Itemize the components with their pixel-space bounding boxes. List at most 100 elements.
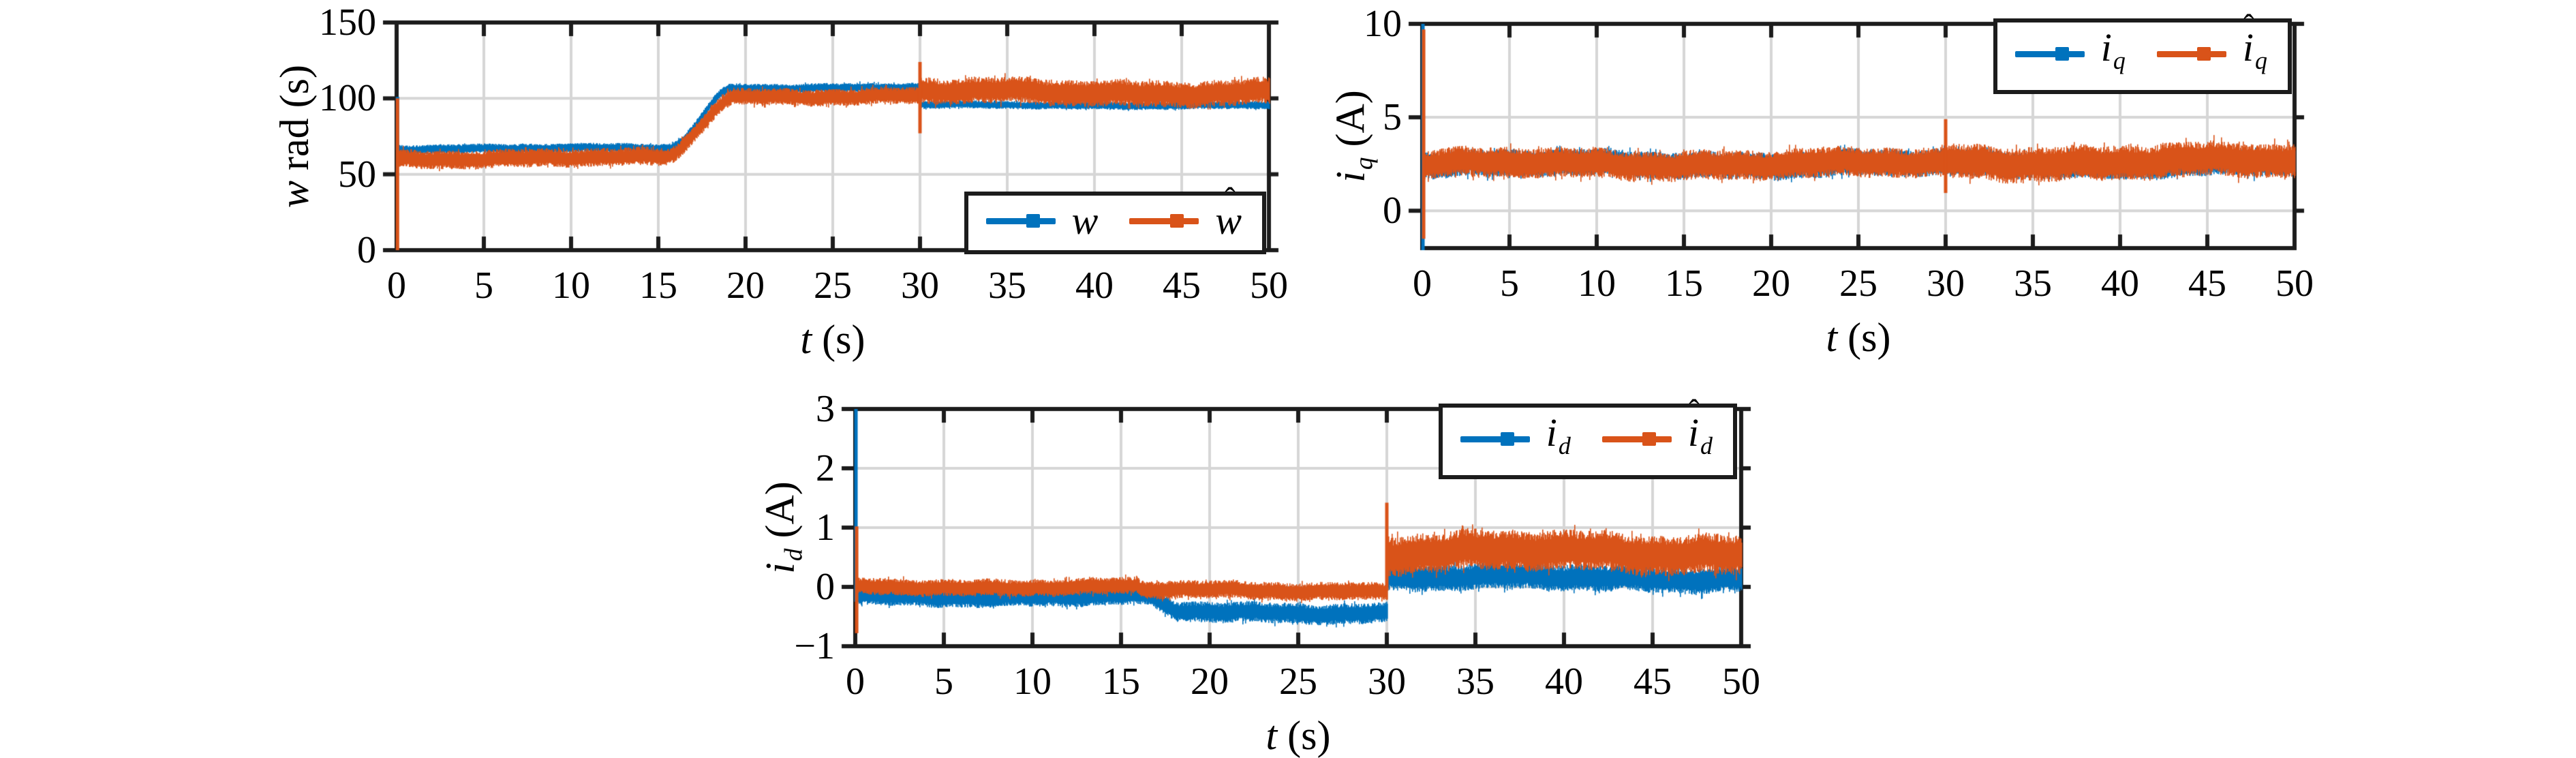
x-tick-label: 20	[726, 264, 765, 307]
x-tick-label: 50	[1722, 661, 1760, 703]
legend-label: ˆ id	[1687, 395, 1713, 467]
x-tick-label: 35	[988, 264, 1026, 307]
y-tick-label: 2	[816, 447, 835, 489]
legend-line-sample	[985, 214, 1056, 228]
legend-line-sample	[2014, 47, 2085, 61]
x-tick-label: 15	[639, 264, 677, 307]
x-tick-label: 45	[2188, 262, 2226, 305]
legend-marker	[2197, 47, 2211, 61]
legend-line-sample	[1129, 214, 1199, 228]
x-tick-label: 40	[2101, 262, 2139, 305]
label-text: i	[2242, 25, 2254, 70]
legend-marker	[1169, 214, 1184, 228]
y-tick-label: 150	[319, 1, 376, 44]
x-tick-label: 15	[1102, 661, 1140, 703]
x-tick-label: 35	[2014, 262, 2052, 305]
legend-box: iq ˆ iq	[1993, 10, 2292, 94]
legend-entry-id-1: ˆ id	[1601, 395, 1713, 467]
legend-marker	[1026, 214, 1040, 228]
y-tick-label: −1	[794, 625, 835, 667]
legend-entry-iq-0: iq	[2014, 27, 2126, 82]
x-tick-label: 45	[1163, 264, 1201, 307]
x-tick-label: 30	[1368, 661, 1406, 703]
x-tick-label: 0	[1413, 262, 1432, 305]
label-text: i	[1687, 410, 1700, 455]
legend-box: id ˆ id	[1438, 395, 1737, 479]
x-tick-label: 20	[1191, 661, 1229, 703]
x-tick-label: 40	[1545, 661, 1583, 703]
x-axis-label: t (s)	[696, 318, 969, 361]
y-tick-label: 0	[1383, 190, 1402, 232]
legend-line-sample	[1601, 432, 1672, 446]
label-text: (s)	[1837, 315, 1891, 360]
x-axis-label: t (s)	[1162, 714, 1435, 757]
legend-entry-id-0: id	[1460, 412, 1571, 467]
x-tick-label: 20	[1752, 262, 1790, 305]
x-tick-label: 50	[1250, 264, 1288, 307]
x-tick-label: 15	[1665, 262, 1703, 305]
legend-marker	[1501, 432, 1515, 446]
y-tick-label: 3	[816, 388, 835, 430]
x-tick-label: 5	[474, 264, 493, 307]
y-tick-label: 50	[338, 153, 376, 196]
x-tick-label: 5	[1500, 262, 1519, 305]
label-subscript: d	[780, 548, 808, 562]
x-tick-label: 25	[814, 264, 852, 307]
legend-label: ˆ iq	[2242, 10, 2267, 82]
legend-line-sample	[1460, 432, 1530, 446]
x-tick-label: 30	[901, 264, 939, 307]
label-text: w	[1215, 198, 1242, 243]
y-tick-label: 0	[816, 566, 835, 608]
label-text: t	[1266, 713, 1278, 758]
label-text: t	[1826, 315, 1838, 360]
hat-accent: ˆ	[1689, 393, 1700, 429]
hat-accent: ˆ	[1225, 181, 1236, 217]
x-tick-label: 5	[934, 661, 953, 703]
x-tick-label: 50	[2275, 262, 2314, 305]
x-tick-label: 35	[1456, 661, 1494, 703]
legend-label: iq	[2101, 27, 2126, 82]
legend-line-sample	[2156, 47, 2226, 61]
hat-accent: ˆ	[2243, 8, 2254, 44]
label-text: (s)	[1277, 713, 1331, 758]
label-text: i	[1546, 410, 1557, 455]
x-axis-label: t (s)	[1722, 316, 1995, 359]
legend-marker	[2055, 47, 2070, 61]
x-tick-label: 10	[1013, 661, 1052, 703]
label-text: (s)	[812, 317, 865, 362]
label-text: w	[1071, 198, 1099, 243]
legend-label: id	[1546, 412, 1571, 467]
x-tick-label: 45	[1634, 661, 1672, 703]
x-tick-label: 0	[846, 661, 865, 703]
x-tick-label: 30	[1927, 262, 1965, 305]
label-subscript: q	[2113, 46, 2126, 74]
label-text: t	[800, 317, 812, 362]
y-tick-label: 10	[1364, 3, 1402, 45]
legend-marker	[1642, 432, 1657, 446]
legend-label: w	[1072, 200, 1099, 242]
label-text: i	[2100, 25, 2112, 70]
label-subscript: q	[2255, 46, 2267, 74]
x-tick-label: 10	[552, 264, 590, 307]
x-tick-label: 25	[1839, 262, 1877, 305]
label-subscript: d	[1700, 431, 1713, 459]
y-tick-label: 5	[1383, 96, 1402, 139]
y-tick-label: 100	[319, 77, 376, 120]
legend-entry-speed-0: w	[985, 200, 1099, 242]
x-tick-label: 25	[1279, 661, 1317, 703]
y-tick-label: 1	[816, 506, 835, 549]
legend-entry-iq-1: ˆ iq	[2156, 10, 2267, 82]
x-tick-label: 40	[1075, 264, 1114, 307]
x-tick-label: 0	[387, 264, 406, 307]
y-tick-label: 0	[357, 229, 376, 271]
